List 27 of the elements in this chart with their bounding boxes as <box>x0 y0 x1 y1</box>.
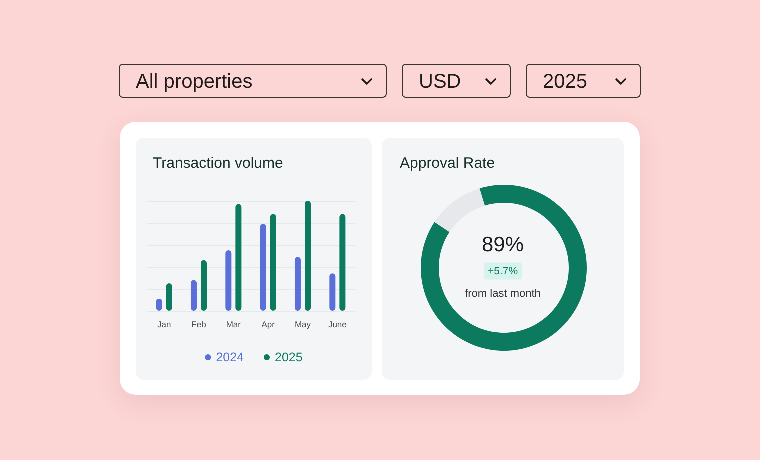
bar <box>305 201 312 311</box>
x-tick-label: Feb <box>192 320 207 330</box>
bar <box>166 284 172 311</box>
bar <box>226 250 232 311</box>
chart-title: Approval Rate <box>400 155 496 172</box>
x-tick-label: June <box>328 320 348 330</box>
x-tick-label: Jan <box>157 320 172 330</box>
bar <box>201 260 208 311</box>
x-tick-label: May <box>294 320 312 330</box>
legend-label: 2024 <box>216 350 244 364</box>
legend-label: 2025 <box>275 350 303 364</box>
bar <box>270 214 276 311</box>
text: from last month <box>465 288 541 300</box>
dropdown[interactable]: 2025 <box>526 64 641 98</box>
bar <box>236 204 242 311</box>
bar <box>340 214 346 311</box>
bar <box>260 224 266 311</box>
text: 89% <box>482 234 524 256</box>
x-tick-label: Mar <box>226 320 242 330</box>
dropdown[interactable]: USD <box>402 64 511 98</box>
text: +5.7% <box>488 265 518 278</box>
bar <box>294 257 301 311</box>
bar <box>330 274 336 311</box>
dropdown[interactable]: All properties <box>119 64 387 98</box>
x-tick-label: Apr <box>262 320 276 330</box>
chart-title: Transaction volume <box>153 155 284 172</box>
bar <box>190 280 197 311</box>
